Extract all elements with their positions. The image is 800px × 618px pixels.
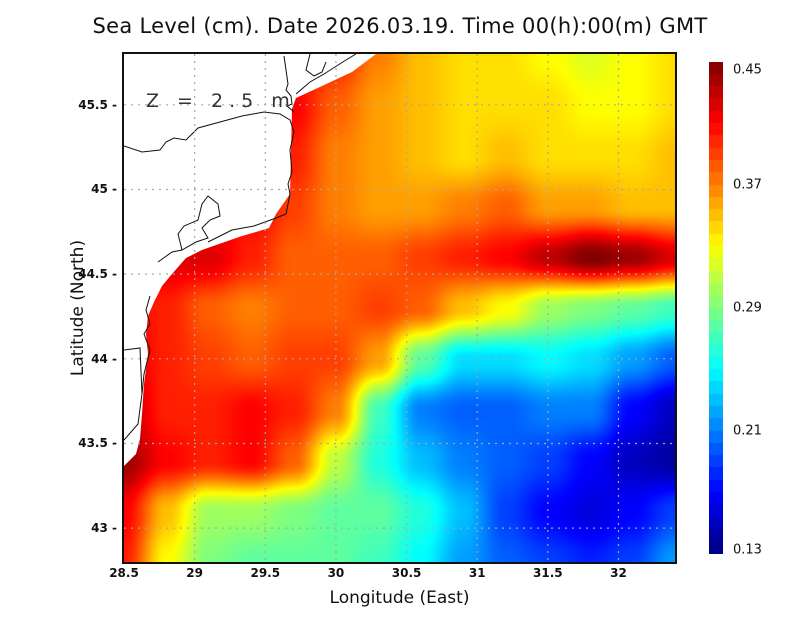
- coastline-segment: [177, 195, 221, 251]
- depth-annotation: Z = 2.5 m: [146, 90, 296, 112]
- x-tick-label: 30.5: [391, 566, 422, 580]
- plot-area: [124, 54, 675, 562]
- y-tick-label: 43 -: [91, 521, 117, 536]
- coastline-segment: [124, 111, 295, 243]
- land-mask: [124, 54, 376, 466]
- x-tick-label: 31.5: [533, 566, 563, 580]
- x-tick-label: 32: [610, 566, 627, 580]
- coastline-segment: [305, 54, 327, 77]
- colorbar-tick-label: 0.45: [733, 62, 762, 78]
- y-tick-label: 45.5 -: [78, 97, 117, 112]
- x-tick-label: 28.5: [109, 566, 139, 580]
- colorbar-tick-label: 0.21: [733, 423, 762, 439]
- y-axis-label: Latitude (North): [68, 239, 88, 377]
- x-tick-label: 31: [468, 566, 486, 580]
- colorbar: [709, 62, 723, 554]
- y-tick-label: 44 -: [91, 351, 117, 366]
- y-tick-label: 44.5 -: [78, 267, 117, 282]
- coastline-segment: [157, 249, 183, 263]
- y-tick-label: 45 -: [91, 182, 117, 197]
- x-tick-label: 29.5: [250, 566, 281, 580]
- coastline-segment: [141, 295, 151, 395]
- coastline: [124, 54, 357, 441]
- x-tick-label: 30: [327, 566, 345, 580]
- map-overlay: [124, 54, 675, 562]
- colorbar-tick-label: 0.13: [733, 542, 762, 558]
- land-polygon: [124, 54, 376, 466]
- colorbar-tick-label: 0.29: [733, 300, 762, 316]
- x-tick-label: 29: [186, 566, 203, 580]
- coastline-segment: [124, 347, 143, 441]
- colorbar-tick-label: 0.37: [733, 177, 762, 193]
- gridlines: [124, 54, 675, 562]
- x-axis-label: Longitude (East): [329, 588, 470, 608]
- coastline-segment: [283, 55, 295, 113]
- chart-title: Sea Level (cm). Date 2026.03.19. Time 00…: [92, 14, 708, 38]
- y-tick-label: 43.5 -: [78, 436, 117, 451]
- coastline-segment: [295, 54, 357, 95]
